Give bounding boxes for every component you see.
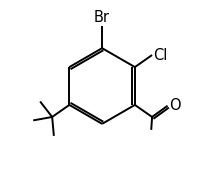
Text: O: O: [169, 98, 181, 113]
Text: Cl: Cl: [153, 47, 168, 63]
Text: Br: Br: [94, 10, 110, 25]
